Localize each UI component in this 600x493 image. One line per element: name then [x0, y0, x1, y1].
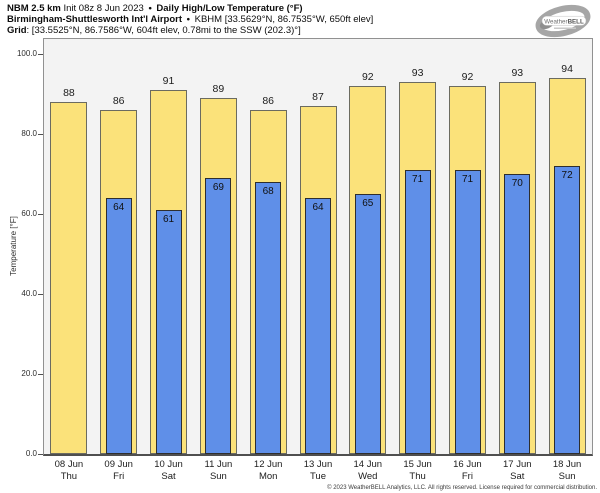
station-name: Birmingham-Shuttlesworth Int'l Airport	[7, 13, 183, 25]
x-tick-date: 08 Jun	[54, 459, 84, 470]
high-value-label: 91	[162, 75, 175, 87]
high-value-label: 93	[411, 67, 424, 79]
x-tick-day: Sun	[558, 470, 576, 482]
x-tick-label: 16 Jun Fri	[443, 459, 493, 482]
low-value-label: 64	[113, 202, 125, 213]
x-tick-day: Sat	[510, 470, 525, 482]
low-bar	[155, 210, 182, 454]
high-value-label: 92	[361, 71, 374, 83]
x-tick-day: Thu	[409, 470, 426, 482]
x-tick-day: Mon	[258, 470, 278, 482]
y-axis-tick	[38, 373, 43, 375]
chart-header: NBM 2.5 km Init 08z 8 Jun 2023 • Daily H…	[7, 3, 374, 37]
x-tick-day: Thu	[60, 470, 78, 482]
chart-title: Daily High/Low Temperature (°F)	[156, 3, 303, 14]
low-bar	[504, 174, 531, 454]
y-axis-tick	[38, 213, 43, 215]
x-tick-date: 16 Jun	[453, 459, 482, 470]
y-axis-title: Temperature [°F]	[9, 216, 18, 276]
y-tick-label: 100.0	[16, 49, 37, 58]
low-value-label: 65	[362, 198, 374, 209]
x-tick-day: Fri	[113, 470, 125, 482]
y-tick-label: 60.0	[21, 209, 37, 218]
x-tick-label: 13 Jun Tue	[293, 459, 343, 482]
low-value-label: 69	[212, 182, 224, 193]
x-tick-day: Wed	[358, 470, 378, 482]
high-value-label: 92	[461, 71, 474, 83]
low-bar	[554, 166, 581, 454]
y-tick-label: 0.0	[25, 449, 37, 458]
low-value-label: 71	[461, 174, 474, 185]
bullet-separator: •	[186, 13, 190, 25]
low-bar	[255, 182, 282, 454]
high-value-label: 86	[112, 95, 125, 107]
y-tick-label: 40.0	[21, 289, 37, 298]
grid-details: : [33.5525°N, 86.7586°W, 604ft elev, 0.7…	[26, 24, 301, 36]
x-tick-label: 17 Jun Sat	[492, 459, 542, 482]
low-bar	[105, 198, 132, 454]
x-tick-date: 18 Jun	[552, 459, 582, 470]
low-value-label: 72	[561, 170, 573, 181]
plot-area: 88 08 Jun Thu 86 64 09 Jun Fri 91 61 10 Jun Sat 89 6…	[17, 38, 593, 482]
x-tick-label: 14 Jun Wed	[343, 459, 393, 482]
high-bar	[50, 102, 88, 454]
low-bar	[305, 198, 331, 454]
high-value-label: 86	[262, 95, 275, 107]
high-value-label: 93	[511, 67, 524, 79]
y-axis-tick	[38, 133, 43, 135]
station-details: KBHM [33.5629°N, 86.7535°W, 650ft elev]	[194, 13, 374, 25]
x-tick-day: Sun	[209, 470, 227, 482]
low-bar	[454, 170, 481, 454]
header-line-product: NBM 2.5 km Init 08z 8 Jun 2023 • Daily H…	[7, 3, 373, 15]
x-tick-label: 11 Jun Sun	[194, 459, 244, 482]
low-bar	[205, 178, 232, 454]
header-line-grid: Grid: [33.5525°N, 86.7586°W, 604ft elev,…	[7, 24, 373, 37]
x-tick-day: Fri	[461, 470, 473, 482]
high-value-label: 89	[212, 83, 225, 95]
low-bar	[404, 170, 431, 454]
grid-label: Grid	[7, 24, 27, 36]
x-tick-date: 17 Jun	[503, 459, 532, 470]
low-value-label: 61	[162, 214, 175, 225]
x-tick-label: 08 Jun Thu	[44, 459, 94, 482]
x-tick-date: 10 Jun	[154, 459, 183, 470]
svg-text:WeatherBELL: WeatherBELL	[544, 18, 584, 25]
model-name: NBM 2.5 km	[7, 3, 61, 14]
low-value-label: 70	[511, 178, 523, 189]
x-tick-label: 09 Jun Fri	[94, 459, 144, 482]
x-tick-date: 13 Jun	[303, 459, 333, 470]
x-tick-date: 14 Jun	[353, 459, 383, 470]
copyright-text: © 2023 WeatherBELL Analytics, LLC. All r…	[327, 485, 597, 491]
x-tick-date: 12 Jun	[253, 459, 283, 470]
weatherbell-logo: WeatherBELL	[533, 2, 593, 40]
x-tick-date: 11 Jun	[204, 459, 233, 470]
x-tick-day: Sat	[161, 470, 176, 482]
high-value-label: 94	[561, 63, 573, 75]
x-tick-label: 15 Jun Thu	[393, 459, 443, 482]
weatherbell-swirl-icon: WeatherBELL	[535, 4, 591, 38]
y-axis-tick	[38, 293, 43, 295]
high-value-label: 88	[63, 87, 75, 99]
low-value-label: 71	[412, 174, 424, 185]
header-line-station: Birmingham-Shuttlesworth Int'l Airport •…	[7, 13, 374, 26]
high-value-label: 87	[312, 91, 324, 103]
low-value-label: 68	[262, 186, 274, 197]
x-tick-date: 15 Jun	[403, 459, 432, 470]
y-axis-tick	[38, 53, 43, 55]
y-tick-label: 20.0	[21, 369, 37, 378]
x-tick-label: 18 Jun Sun	[542, 459, 592, 482]
low-bar	[354, 194, 381, 454]
x-tick-label: 10 Jun Sat	[144, 459, 194, 482]
x-tick-label: 12 Jun Mon	[243, 459, 293, 482]
bullet-separator: •	[148, 3, 152, 14]
model-init: Init 08z 8 Jun 2023	[63, 3, 144, 14]
y-axis-tick	[38, 453, 43, 455]
x-tick-date: 09 Jun	[104, 459, 133, 470]
low-value-label: 64	[312, 202, 324, 213]
x-tick-day: Tue	[309, 470, 326, 482]
y-tick-label: 80.0	[21, 129, 37, 138]
